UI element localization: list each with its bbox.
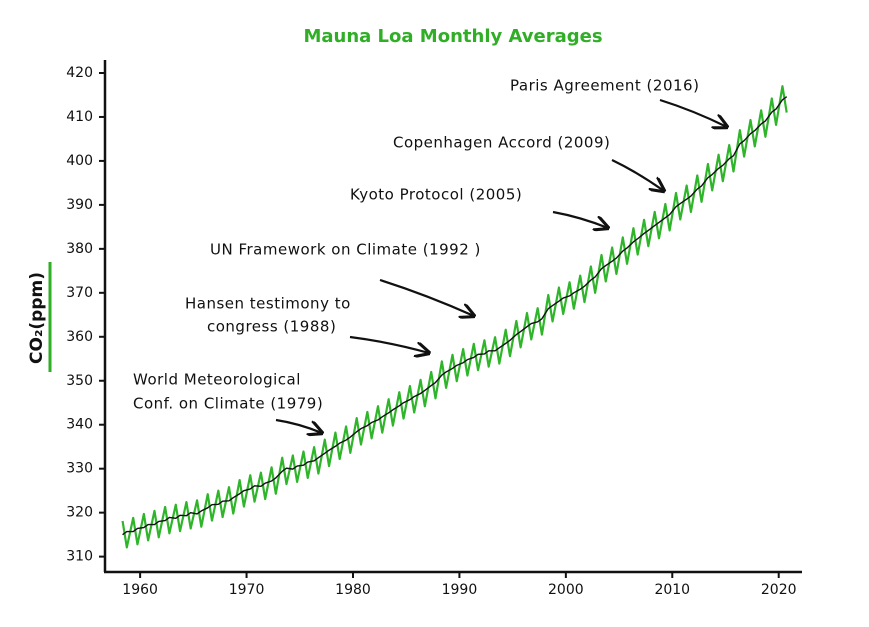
annotation-text: UN Framework on Climate (1992 ) <box>210 241 481 259</box>
annotation-arrow <box>275 418 322 433</box>
x-tick-label: 1960 <box>122 582 158 598</box>
x-tick-label: 2010 <box>654 582 690 598</box>
x-tick-label: 1970 <box>229 582 265 598</box>
y-tick-label: 330 <box>66 461 93 477</box>
x-tick-label: 1990 <box>442 582 478 598</box>
series-line <box>121 85 788 549</box>
series-line <box>122 96 788 536</box>
x-tick-label: 1980 <box>335 582 371 598</box>
chart-title: Mauna Loa Monthly Averages <box>303 26 602 47</box>
annotation-arrow <box>552 210 608 228</box>
x-tick-label: 2000 <box>548 582 584 598</box>
y-tick-label: 380 <box>66 241 93 257</box>
annotation-text: Paris Agreement (2016) <box>510 77 699 95</box>
x-tick-label: 2020 <box>761 582 797 598</box>
annotation-arrow <box>379 278 474 316</box>
y-tick-label: 400 <box>66 153 93 169</box>
annotation-text: Conf. on Climate (1979) <box>133 395 323 413</box>
y-tick-label: 360 <box>66 329 93 345</box>
y-axis-label: CO₂(ppm) <box>27 272 47 364</box>
y-tick-label: 420 <box>66 65 93 81</box>
y-tick-label: 410 <box>66 109 93 125</box>
annotation-text: Kyoto Protocol (2005) <box>350 186 522 204</box>
y-tick-label: 390 <box>66 197 93 213</box>
annotation-text: congress (1988) <box>207 318 336 336</box>
y-tick-label: 320 <box>66 505 93 521</box>
annotation-text: World Meteorological <box>133 371 301 389</box>
annotation-arrow <box>611 159 664 191</box>
y-tick-label: 340 <box>66 417 93 433</box>
y-tick-label: 370 <box>66 285 93 301</box>
annotation-arrow <box>659 98 727 127</box>
annotation-arrow <box>349 335 429 353</box>
annotation-text: Hansen testimony to <box>185 295 351 313</box>
y-tick-label: 310 <box>66 549 93 565</box>
y-tick-label: 350 <box>66 373 93 389</box>
annotation-text: Copenhagen Accord (2009) <box>393 134 610 152</box>
